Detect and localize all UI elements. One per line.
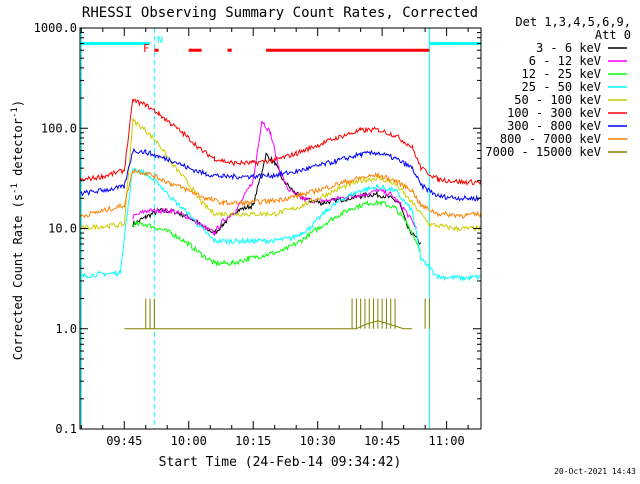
x-tick-label-0: 09:45 <box>106 434 142 448</box>
legend-label-100-300-kev: 100 - 300 keV <box>507 106 601 120</box>
series-line-100-300-kev <box>80 98 481 186</box>
y-tick-label-1: 1.0 <box>55 322 77 336</box>
x-tick-label-3: 10:30 <box>300 434 336 448</box>
y-axis-label-end: ) <box>11 100 25 107</box>
y-axis-label-sup2: -1 <box>10 107 20 118</box>
series-line-800-7000-kev <box>80 168 481 220</box>
flag-label-n: N <box>157 35 163 46</box>
plot-area <box>80 28 481 429</box>
y-tick-label-4: 1000.0 <box>34 21 77 35</box>
y-tick-label-0: 0.1 <box>55 422 77 436</box>
series-line-50-100-kev <box>80 118 481 232</box>
x-axis: 09:45 10:00 10:15 10:30 10:45 11:00 <box>80 28 469 448</box>
y-axis-label-sup: -1 <box>10 183 20 194</box>
legend-label-50-100-kev: 50 - 100 keV <box>514 93 601 107</box>
x-axis-label: Start Time (24-Feb-14 09:34:42) <box>159 455 402 470</box>
y-tick-label-3: 100.0 <box>41 121 77 135</box>
series-line-6-12-kev <box>132 120 417 237</box>
legend-label-300-800-kev: 300 - 800 keV <box>507 119 601 133</box>
legend-label-12-25-kev: 12 - 25 keV <box>522 67 601 81</box>
plot-frame <box>79 27 482 430</box>
legend-label-800-7000-kev: 800 - 7000 keV <box>500 132 601 146</box>
legend-header-1: Det 1,3,4,5,6,9, <box>515 15 631 29</box>
flag-label-f: F <box>143 42 150 55</box>
x-tick-label-1: 10:00 <box>171 434 207 448</box>
legend-label-3-6-kev: 3 - 6 keV <box>536 41 601 55</box>
x-tick-label-2: 10:15 <box>235 434 271 448</box>
y-axis-label-mid: detector <box>11 118 25 183</box>
x-tick-label-4: 10:45 <box>364 434 400 448</box>
legend-label-6-12-kev: 6 - 12 keV <box>529 54 601 68</box>
footer-timestamp: 20-Oct-2021 14:43 <box>554 467 636 476</box>
y-axis: 0.1 1.0 10.0 100.0 1000.0 <box>34 21 481 436</box>
y-tick-label-2: 10.0 <box>48 222 77 236</box>
legend-label-7000-15000-kev: 7000 - 15000 keV <box>485 145 601 159</box>
series-line-12-25-kev <box>132 198 422 267</box>
x-tick-label-5: 11:00 <box>429 434 465 448</box>
legend-header-2: Att 0 <box>595 28 631 42</box>
y-axis-label-main: Corrected Count Rate (s <box>11 194 25 360</box>
y-axis-label: Corrected Count Rate (s-1 detector-1) <box>10 100 25 360</box>
legend-label-25-50-kev: 25 - 50 keV <box>522 80 601 94</box>
series-line-300-800-kev <box>80 147 481 202</box>
series-line-7000-15000-kev <box>124 320 413 330</box>
chart-title: RHESSI Observing Summary Count Rates, Co… <box>82 5 478 21</box>
series-line-3-6-kev <box>132 152 422 245</box>
